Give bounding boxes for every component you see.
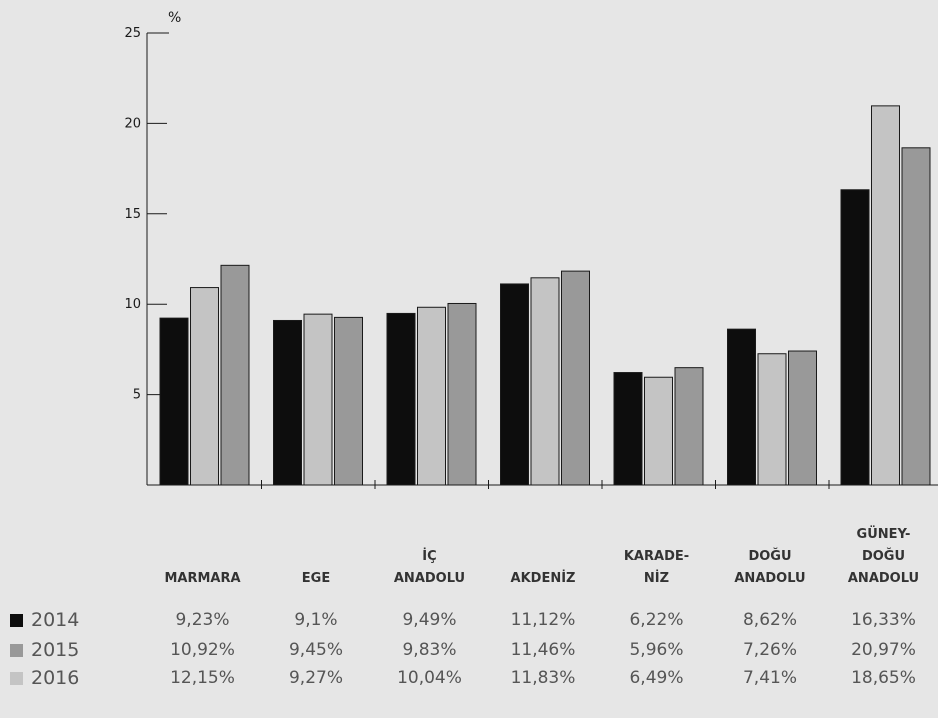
bar-2014-2: [386, 312, 416, 486]
value-cell: 10,04%: [397, 668, 462, 688]
y-tick-label: 20: [124, 116, 141, 131]
category-label: MARMARA: [164, 571, 241, 586]
value-cell: 18,65%: [851, 668, 916, 688]
value-cell: 16,33%: [851, 610, 916, 630]
legend-item: 2014: [10, 606, 79, 634]
bar-2014-0: [159, 317, 189, 486]
value-cell: 9,1%: [294, 610, 338, 630]
category-label: KARADE- NİZ: [623, 549, 690, 586]
legend-item: 2015: [10, 636, 79, 664]
category-label: AKDENİZ: [510, 571, 576, 586]
bar-2015-6: [871, 105, 900, 486]
bar-2016-5: [788, 350, 817, 486]
legend-label: 2014: [31, 609, 80, 631]
legend-swatch: [10, 671, 23, 685]
value-cell: 6,49%: [629, 668, 684, 688]
y-tick-label: 25: [124, 26, 141, 41]
bar-2015-2: [417, 306, 446, 486]
bar-2015-3: [530, 277, 560, 486]
category-label: GÜNEY- DOĞU ANADOLU: [847, 527, 920, 586]
legend-swatch: [10, 613, 23, 627]
value-cell: 7,41%: [742, 668, 797, 688]
value-cell: 9,45%: [288, 640, 343, 660]
category-label: DOĞU ANADOLU: [734, 549, 806, 586]
bar-2016-0: [220, 264, 250, 486]
bar-2016-1: [334, 316, 363, 486]
bar-2014-1: [273, 319, 302, 486]
bar-2014-6: [840, 189, 870, 486]
category-label: İÇ ANADOLU: [393, 549, 466, 586]
legend-swatch: [10, 643, 23, 657]
bar-2016-4: [674, 367, 704, 486]
legend-label: 2015: [31, 639, 80, 661]
bar-2016-2: [447, 302, 477, 486]
bar-2014-3: [500, 283, 529, 486]
value-cell: 9,83%: [402, 640, 457, 660]
y-tick-label: 5: [133, 388, 141, 403]
value-cell: 11,83%: [510, 668, 576, 688]
category-label: EGE: [301, 571, 331, 586]
bar-2015-4: [644, 376, 673, 486]
value-cell: 9,23%: [175, 610, 230, 630]
value-cell: 6,22%: [629, 610, 684, 630]
value-cell: 10,92%: [170, 640, 235, 660]
value-cell: 12,15%: [170, 668, 235, 688]
bar-2014-4: [613, 372, 643, 486]
legend-item: 2016: [10, 664, 79, 692]
value-cell: 11,12%: [510, 610, 576, 630]
value-cell: 9,49%: [402, 610, 457, 630]
legend-label: 2016: [31, 667, 80, 689]
value-cell: 20,97%: [851, 640, 916, 660]
bar-2016-3: [561, 270, 590, 486]
value-cell: 9,27%: [288, 668, 343, 688]
value-cell: 11,46%: [510, 640, 576, 660]
value-cell: 5,96%: [629, 640, 684, 660]
bar-2015-0: [190, 287, 219, 486]
bar-2016-6: [901, 147, 931, 486]
bar-chart: 5 10 15 20 25%: [124, 10, 938, 489]
bar-2014-5: [727, 328, 756, 486]
value-cell: 8,62%: [742, 610, 797, 630]
bar-2015-1: [303, 313, 333, 486]
unit-label: %: [168, 10, 181, 26]
y-tick-label: 10: [124, 297, 141, 312]
value-cell: 7,26%: [742, 640, 797, 660]
bar-2015-5: [757, 353, 787, 486]
y-tick-label: 15: [124, 207, 141, 222]
